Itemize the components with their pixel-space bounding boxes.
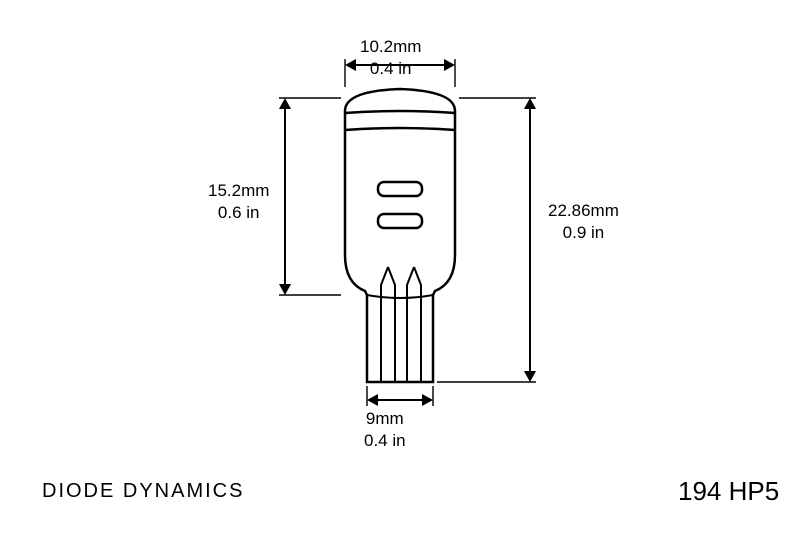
dim-body-height: 15.2mm 0.6 in xyxy=(208,180,269,224)
dim-total-in: 0.9 in xyxy=(563,223,605,242)
dim-total-mm: 22.86mm xyxy=(548,201,619,220)
dim-total-height: 22.86mm 0.9 in xyxy=(548,200,619,244)
dim-top-width: 10.2mm 0.4 in xyxy=(360,36,421,80)
dim-body-in: 0.6 in xyxy=(218,203,260,222)
dim-base-in: 0.4 in xyxy=(364,431,406,450)
brand-text: DIODE DYNAMICS xyxy=(42,480,244,503)
dim-top-mm: 10.2mm xyxy=(360,37,421,56)
dim-base-width: 9mm 0.4 in xyxy=(364,408,406,452)
dim-body-mm: 15.2mm xyxy=(208,181,269,200)
bulb-dimension-diagram: 10.2mm 0.4 in 15.2mm 0.6 in 22.86mm 0.9 … xyxy=(0,0,800,533)
product-text: 194 HP5 xyxy=(678,476,779,507)
dim-base-mm: 9mm xyxy=(366,409,404,428)
dim-top-in: 0.4 in xyxy=(370,59,412,78)
